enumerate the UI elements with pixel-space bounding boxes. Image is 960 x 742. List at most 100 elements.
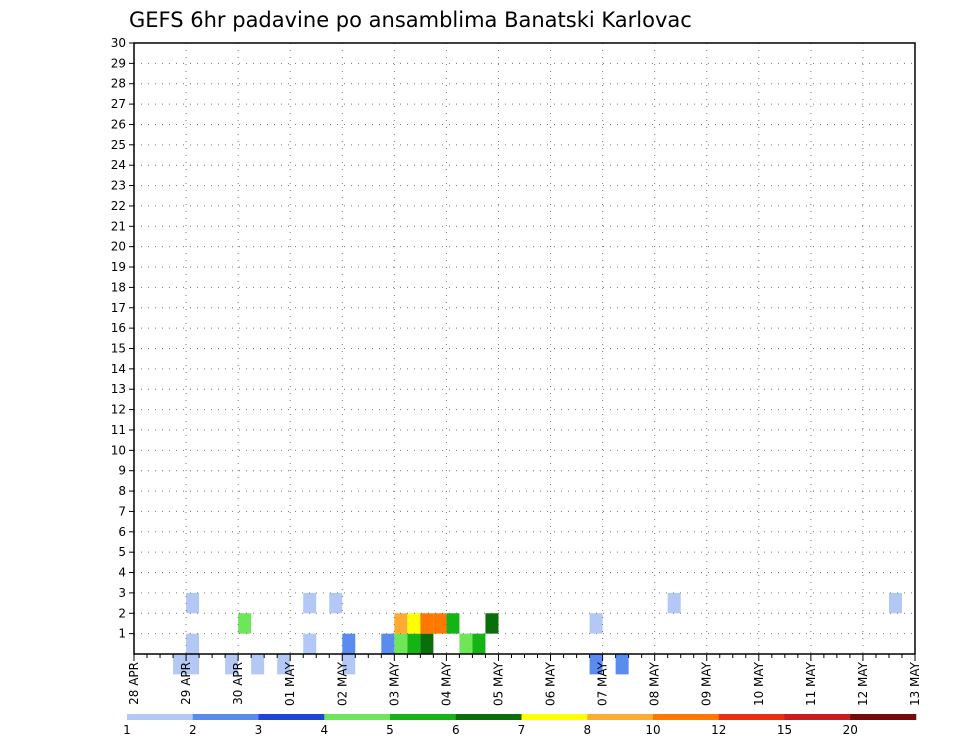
colorbar-label: 1 [123,723,131,737]
y-tick-label: 10 [111,443,126,457]
heatmap-cell [186,592,200,614]
colorbar-segment [587,714,654,720]
heatmap-cell [446,613,460,634]
heatmap-cell [472,633,486,654]
y-tick-label: 26 [111,117,126,131]
heatmap-cell [407,613,421,634]
x-tick-label: 29 APR [179,662,193,705]
y-tick-label: 1 [118,627,126,641]
heatmap-cell [459,633,473,654]
colorbar-segment [784,714,851,720]
x-tick-label: 08 MAY [648,661,662,706]
y-tick-label: 30 [111,36,126,50]
y-tick-label: 21 [111,219,126,233]
y-tick-label: 5 [118,545,126,559]
colorbar-label: 10 [645,723,660,737]
heatmap-cell [342,654,356,675]
colorbar-segment [258,714,325,720]
y-tick-label: 25 [111,138,126,152]
y-tick-label: 15 [111,342,126,356]
x-tick-label: 07 MAY [596,661,610,706]
heatmap-cell [381,633,395,654]
colorbar-segment [653,714,720,720]
colorbar-segment [192,714,259,720]
y-tick-label: 3 [118,586,126,600]
heatmap-cell [667,592,681,614]
plot-frame [133,42,916,655]
y-tick-label: 11 [111,423,126,437]
x-tick-label: 06 MAY [544,661,558,706]
heatmap-cell [186,654,200,675]
colorbar-segment [455,714,522,720]
heatmap-cell [329,592,343,614]
x-tick-label: 10 MAY [752,661,766,706]
colorbar-label: 20 [843,723,858,737]
colorbar-segment [521,714,588,720]
colorbar-label: 2 [189,723,197,737]
x-tick-label: 09 MAY [700,661,714,706]
heatmap-cell [277,654,291,675]
y-tick-label: 7 [118,504,126,518]
y-tick-label: 17 [111,301,126,315]
x-tick-label: 04 MAY [439,661,453,706]
heatmap-cell [589,613,603,634]
y-tick-label: 13 [111,382,126,396]
colorbar-label: 8 [583,723,591,737]
x-tick-label: 03 MAY [387,661,401,706]
y-tick-label: 16 [111,321,126,335]
x-tick-label: 01 MAY [283,661,297,706]
x-tick-label: 05 MAY [492,661,506,706]
x-tick-label: 30 APR [231,662,245,705]
y-tick-label: 14 [111,362,126,376]
heatmap-cell [420,633,434,654]
y-tick-label: 20 [111,240,126,254]
heatmap-cells [173,592,902,675]
x-tick-label: 02 MAY [335,661,349,706]
heatmap-cell [225,654,239,675]
colorbar: 1 2 3 4 5 6 7 8 10 12 15 20 [123,714,917,737]
heatmap-cell [888,592,902,614]
heatmap-cell [303,633,317,654]
x-axis: 28 APR 29 APR 30 APR 01 MAY 02 MAY 03 MAY 04 M… [127,654,922,706]
colorbar-label: 6 [452,723,460,737]
heatmap-cell [251,654,265,675]
heatmap-cell [420,613,434,634]
heatmap-cell [394,633,408,654]
x-tick-label: 13 MAY [908,661,922,706]
heatmap-cell [589,654,603,675]
colorbar-segment [718,714,785,720]
heatmap-cell [342,633,356,654]
colorbar-segment [390,714,457,720]
chart-title: GEFS 6hr padavine po ansamblima Banatski… [129,8,692,32]
heatmap-cell [407,633,421,654]
colorbar-label: 4 [320,723,328,737]
heatmap-cell [394,613,408,634]
heatmap-cell [186,633,200,654]
y-tick-label: 18 [111,280,126,294]
heatmap-cell [485,613,499,634]
heatmap-cell [303,592,317,614]
y-tick-label: 24 [111,158,126,172]
y-tick-label: 8 [118,484,126,498]
y-tick-label: 23 [111,179,126,193]
colorbar-segment [850,714,917,720]
colorbar-segment [324,714,391,720]
heatmap-cell [238,613,252,634]
colorbar-label: 7 [518,723,526,737]
colorbar-label: 15 [777,723,792,737]
x-tick-label: 11 MAY [804,661,818,706]
y-tick-label: 2 [118,606,126,620]
y-tick-label: 29 [111,56,126,70]
y-tick-label: 9 [118,464,126,478]
x-tick-label: 28 APR [127,662,141,705]
grid-lines [134,43,915,654]
y-tick-label: 6 [118,525,126,539]
heatmap-cell [173,654,187,675]
colorbar-label: 5 [386,723,394,737]
y-tick-label: 19 [111,260,126,274]
y-axis: 1234567891011121314151617181920212223242… [111,36,134,641]
y-tick-label: 27 [111,97,126,111]
heatmap-cell [433,613,447,634]
colorbar-label: 12 [711,723,726,737]
